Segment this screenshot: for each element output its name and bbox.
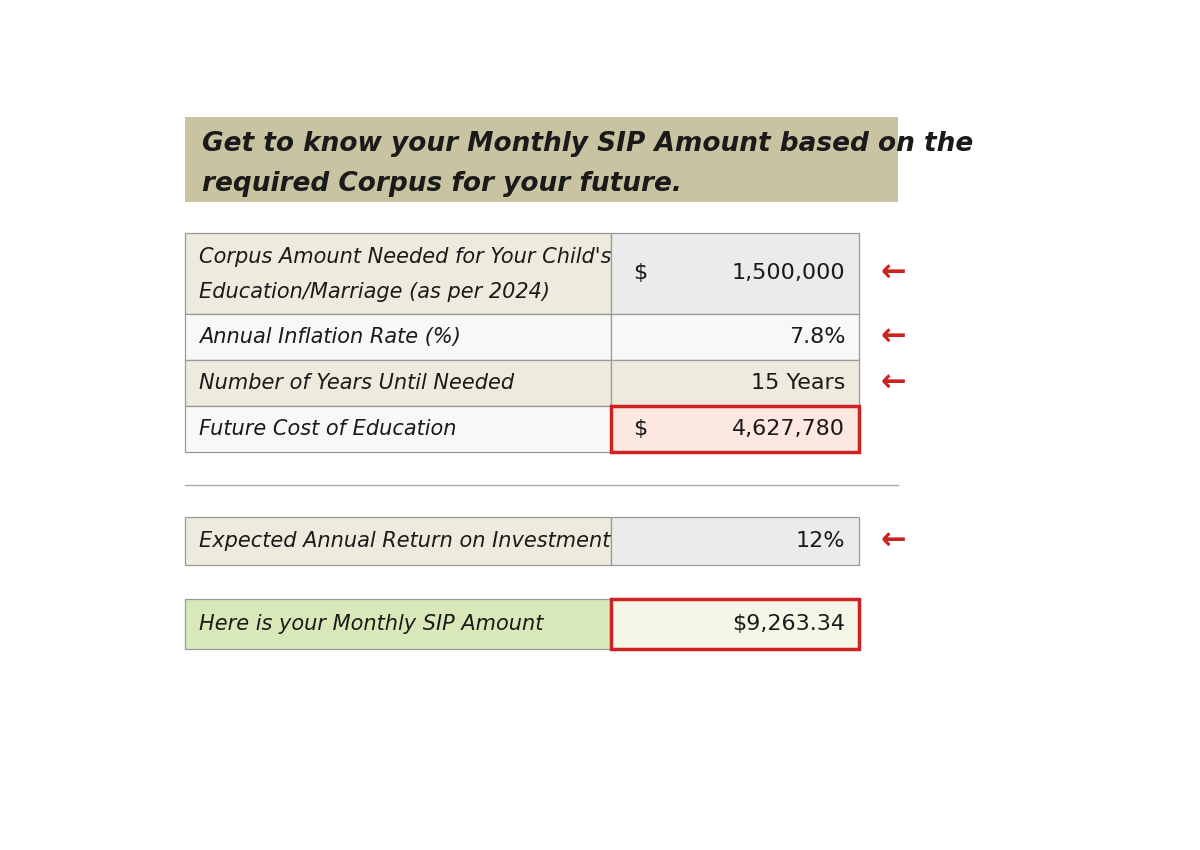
Text: 12%: 12% [796,531,845,551]
Text: Corpus Amount Needed for Your Child's: Corpus Amount Needed for Your Child's [199,246,611,267]
Bar [185,117,898,202]
Text: ←: ← [880,322,906,351]
Bar [185,233,611,314]
Text: Education/Marriage (as per 2024): Education/Marriage (as per 2024) [199,282,550,303]
Text: Number of Years Until Needed: Number of Years Until Needed [199,373,514,393]
Bar [185,360,611,406]
Text: Get to know your Monthly SIP Amount based on the: Get to know your Monthly SIP Amount base… [202,131,973,157]
Text: Here is your Monthly SIP Amount: Here is your Monthly SIP Amount [199,615,544,634]
Text: required Corpus for your future.: required Corpus for your future. [202,172,682,197]
Text: 4,627,780: 4,627,780 [732,419,845,439]
Bar [611,406,859,452]
Text: 15 Years: 15 Years [751,373,845,393]
Bar [611,599,859,649]
Bar [185,517,611,564]
Text: Annual Inflation Rate (%): Annual Inflation Rate (%) [199,327,461,347]
Text: Expected Annual Return on Investment: Expected Annual Return on Investment [199,531,611,551]
Text: ←: ← [880,259,906,288]
Bar [185,314,611,360]
Bar [611,314,859,360]
Text: ←: ← [880,526,906,555]
Text: 7.8%: 7.8% [788,327,845,347]
Bar [611,360,859,406]
Bar [185,406,611,452]
Text: $: $ [632,419,647,439]
Bar [611,233,859,314]
Text: 1,500,000: 1,500,000 [732,264,845,283]
Text: ←: ← [880,369,906,398]
Bar [611,517,859,564]
Bar [611,599,859,649]
Text: Future Cost of Education: Future Cost of Education [199,419,456,439]
Text: $9,263.34: $9,263.34 [732,615,845,634]
Bar [185,599,611,649]
Bar [611,406,859,452]
Text: $: $ [632,264,647,283]
